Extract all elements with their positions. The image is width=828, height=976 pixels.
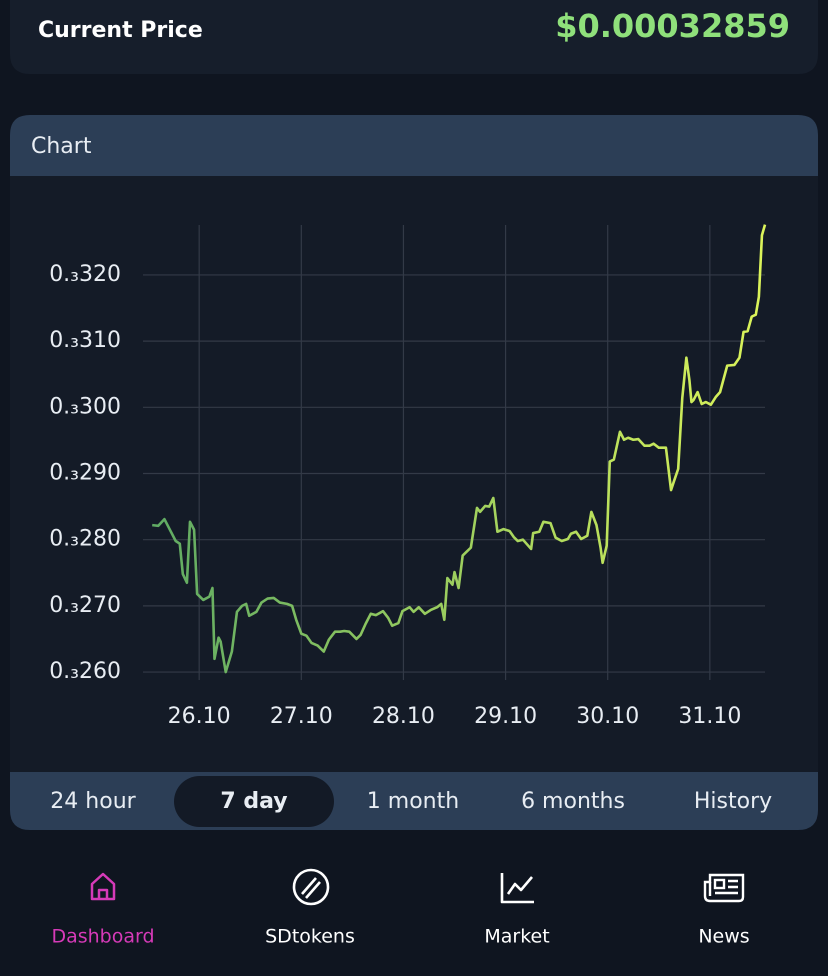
range-option[interactable]: 7 day	[220, 789, 287, 814]
dashboard-icon	[90, 872, 116, 901]
range-option[interactable]: 6 months	[521, 789, 625, 814]
x-tick-label: 31.10	[678, 704, 741, 729]
y-tick-label: 0.₃290	[49, 461, 121, 486]
range-selector: 24 hour 7 day 1 month 6 months History	[50, 776, 772, 827]
sdtokens-icon	[292, 868, 330, 906]
nav-item[interactable]: News	[698, 926, 749, 948]
range-selected	[174, 776, 334, 827]
y-tick-label: 0.₃260	[49, 659, 121, 684]
y-tick-label: 0.₃320	[49, 262, 121, 287]
news-icon	[703, 873, 745, 903]
price-value: $0.00032859	[555, 7, 790, 45]
nav-item[interactable]: Market	[484, 926, 549, 948]
x-tick-label: 26.10	[168, 704, 231, 729]
y-tick-label: 0.₃280	[49, 527, 121, 552]
nav-item[interactable]: Dashboard	[51, 926, 154, 948]
y-tick-label: 0.₃310	[49, 328, 121, 353]
chart-title: Chart	[31, 134, 92, 159]
x-tick-label: 29.10	[474, 704, 537, 729]
x-tick-label: 28.10	[372, 704, 435, 729]
x-tick-label: 30.10	[576, 704, 639, 729]
range-option[interactable]: History	[694, 789, 772, 814]
x-tick-label: 27.10	[270, 704, 333, 729]
range-option[interactable]: 24 hour	[50, 789, 136, 814]
nav-labels: Dashboard SDtokens Market News	[51, 926, 749, 948]
price-card	[10, 0, 818, 74]
range-option[interactable]: 1 month	[367, 789, 459, 814]
chart: 0.₃260 0.₃270 0.₃280 0.₃290 0.₃300 0.₃310 0.₃3…	[49, 224, 767, 729]
market-icon	[500, 873, 534, 904]
chart-header	[10, 115, 818, 176]
nav-item[interactable]: SDtokens	[265, 926, 355, 948]
y-tick-label: 0.₃270	[49, 593, 121, 618]
price-line	[152, 224, 767, 674]
nav-bar	[90, 868, 745, 906]
y-tick-label: 0.₃300	[49, 394, 121, 419]
price-label: Current Price	[38, 18, 203, 43]
